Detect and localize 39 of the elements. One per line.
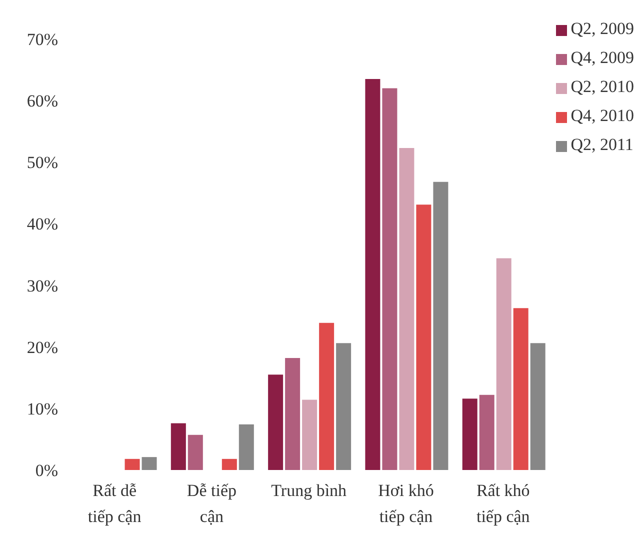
x-tick-label: Trung bình (271, 481, 348, 500)
y-tick-label: 50% (26, 153, 58, 172)
y-tick-label: 20% (26, 338, 58, 357)
bar (479, 394, 494, 470)
bar (496, 258, 512, 470)
bar (238, 424, 254, 470)
bar (222, 458, 237, 470)
y-tick-label: 0% (35, 461, 58, 480)
bar (416, 204, 432, 470)
bar (188, 434, 203, 470)
bar (433, 182, 448, 470)
x-tick-label: Rất khó tiếp cận (476, 481, 530, 526)
y-tick-label: 40% (26, 214, 58, 234)
bar (124, 458, 140, 470)
bar (268, 374, 284, 470)
bar (365, 79, 380, 470)
bar (336, 343, 352, 470)
y-tick-label: 60% (26, 92, 58, 111)
legend-label: Q4, 2010 (570, 106, 634, 125)
x-tick-label: Dễ tiếp cận (186, 481, 237, 526)
bar (462, 398, 478, 470)
bar (142, 457, 157, 470)
bar (530, 343, 546, 470)
bar (285, 358, 300, 470)
y-tick-label: 70% (26, 30, 58, 50)
y-tick-label: 30% (26, 276, 58, 296)
legend-label: Q4, 2009 (570, 48, 634, 67)
legend-label: Q2, 2010 (570, 77, 634, 96)
bar (170, 423, 186, 470)
bar (302, 400, 318, 470)
y-tick-label: 10% (26, 399, 58, 418)
x-tick-label: Hơi khó tiếp cận (378, 481, 434, 526)
x-tick-label: Rất dễ tiếp cận (88, 481, 142, 526)
legend-label: Q2, 2009 (570, 19, 634, 38)
bar (382, 88, 398, 470)
bar (513, 308, 528, 470)
bar (399, 148, 414, 470)
bar (319, 322, 334, 470)
legend-label: Q2, 2011 (570, 135, 634, 154)
